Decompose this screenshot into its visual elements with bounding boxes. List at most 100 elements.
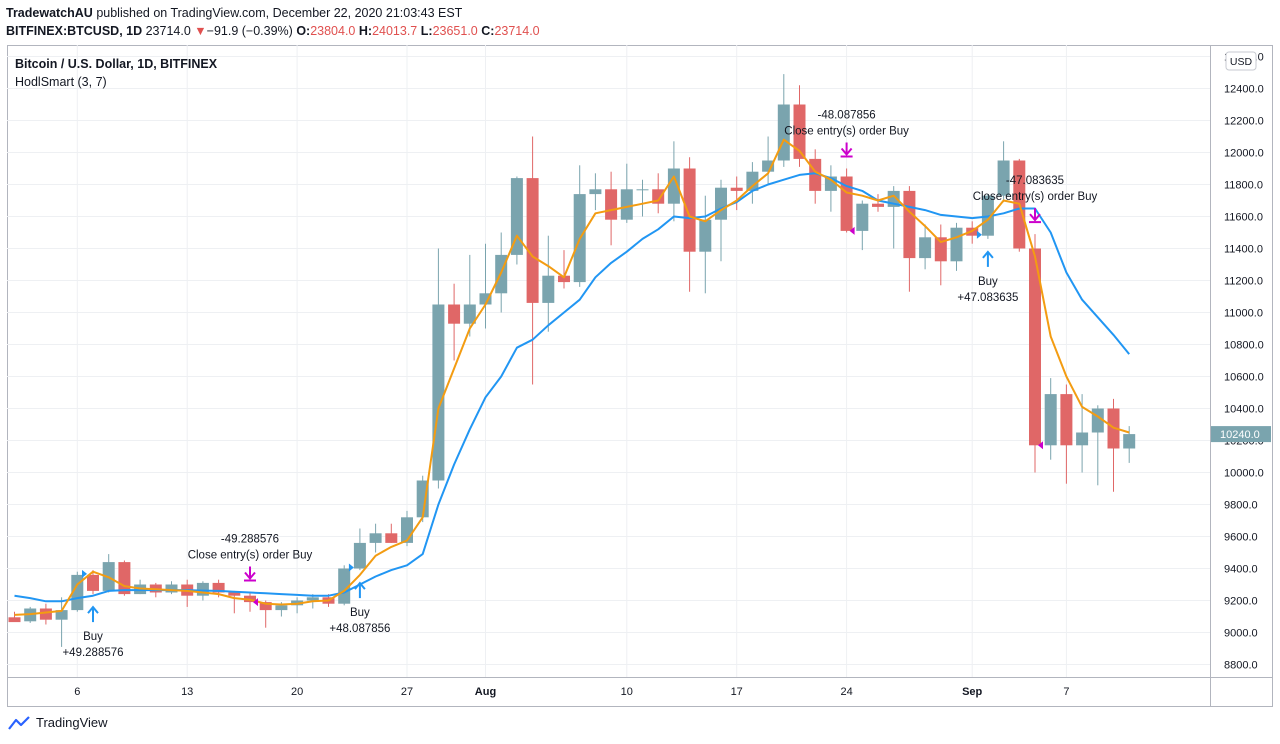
candle-body[interactable]	[683, 168, 696, 252]
candle-body[interactable]	[667, 168, 680, 204]
y-tick-label: 10800.0	[1224, 340, 1264, 352]
candle-body[interactable]	[636, 189, 649, 191]
candle-body[interactable]	[699, 219, 712, 252]
candle-body[interactable]	[448, 304, 461, 324]
price-chart[interactable]: 8800.0 9000.0 9200.0 9400.0 9600.0 9800.0 1000…	[7, 45, 1273, 707]
x-tick-label: 7	[1063, 686, 1069, 698]
last-price-tag	[1211, 426, 1271, 443]
candle-body[interactable]	[275, 605, 288, 611]
signal-label: Buy	[350, 607, 370, 619]
y-tick-label: 10000.0	[1224, 468, 1264, 480]
y-tick-label: 10600.0	[1224, 372, 1264, 384]
candle-body[interactable]	[353, 542, 366, 569]
signal-amount: -48.087856	[817, 110, 875, 122]
candle-body[interactable]	[856, 203, 869, 231]
candle-body[interactable]	[746, 171, 759, 191]
candle-body[interactable]	[432, 304, 445, 481]
candle-body[interactable]	[558, 275, 570, 283]
x-tick-label: 6	[74, 686, 80, 698]
x-tick-label: 13	[181, 686, 193, 698]
candle-body[interactable]	[228, 592, 241, 596]
candle-body[interactable]	[526, 178, 539, 303]
publish-line: TradewatchAU published on TradingView.co…	[6, 6, 462, 20]
exit-marker-icon	[1038, 441, 1043, 450]
close-label: C:	[481, 24, 495, 38]
candle-body[interactable]	[903, 190, 916, 259]
x-tick-label: Aug	[475, 686, 496, 698]
chart-legend: Bitcoin / U.S. Dollar, 1D, BITFINEX Hodl…	[15, 55, 217, 91]
close-arrow-head-icon	[1029, 213, 1041, 222]
candle-body[interactable]	[605, 189, 618, 220]
y-tick-label: 9000.0	[1224, 628, 1258, 640]
candle-body[interactable]	[997, 160, 1010, 196]
signal-label: Close entry(s) order Buy	[784, 126, 909, 138]
slow-ma-line	[14, 172, 1130, 603]
candle-body[interactable]	[385, 533, 398, 543]
chart-area[interactable]: 8800.0 9000.0 9200.0 9400.0 9600.0 9800.0 1000…	[7, 45, 1273, 707]
candle-body[interactable]	[1029, 248, 1041, 446]
candle-body[interactable]	[1076, 432, 1089, 446]
candle-body[interactable]	[369, 533, 382, 543]
currency-button-label[interactable]: USD	[1230, 56, 1253, 68]
y-tick-label: 11600.0	[1224, 212, 1263, 224]
buy-arrow-head-icon	[87, 605, 99, 614]
candle-body[interactable]	[212, 582, 225, 593]
currency-button[interactable]	[1225, 51, 1257, 71]
candle-body[interactable]	[715, 187, 727, 220]
candle-body[interactable]	[919, 237, 932, 259]
x-tick-label: 20	[291, 686, 303, 698]
candle-body[interactable]	[950, 227, 963, 262]
x-tick-label: Sep	[962, 686, 982, 698]
candle-body[interactable]	[1123, 434, 1136, 449]
candle-body[interactable]	[510, 178, 523, 255]
x-tick-label: 27	[401, 686, 413, 698]
signal-label: Close entry(s) order Buy	[188, 550, 313, 562]
y-tick-label: 11400.0	[1224, 244, 1263, 256]
x-tick-label: 24	[840, 686, 852, 698]
candle-body[interactable]	[87, 574, 99, 591]
signal-label: Buy	[83, 631, 103, 643]
low-value: 23651.0	[432, 24, 478, 38]
high-value: 24013.7	[372, 24, 418, 38]
candle-body[interactable]	[620, 189, 633, 220]
candle-body[interactable]	[934, 237, 947, 262]
candle-body[interactable]	[542, 275, 555, 303]
candle-body[interactable]	[762, 160, 775, 172]
candle-body[interactable]	[793, 104, 806, 159]
candle-body[interactable]	[39, 608, 52, 620]
candle-body[interactable]	[730, 187, 743, 191]
candle-body[interactable]	[118, 562, 131, 595]
candle-body[interactable]	[1060, 394, 1073, 446]
candle-body[interactable]	[479, 293, 492, 305]
candle-body[interactable]	[165, 584, 178, 593]
candle-body[interactable]	[71, 574, 84, 611]
entry-marker-icon	[348, 563, 354, 572]
y-tick-label: 12200.0	[1224, 116, 1264, 128]
candle-body[interactable]	[589, 189, 602, 195]
signal-amount: +47.083635	[957, 292, 1018, 304]
candle-body[interactable]	[259, 602, 272, 611]
legend-title: Bitcoin / U.S. Dollar, 1D, BITFINEX	[15, 57, 218, 71]
y-tick-label: 12400.0	[1224, 84, 1264, 96]
legend-indicator[interactable]: HodlSmart (3, 7)	[15, 75, 107, 89]
last-price: 23714.0	[145, 24, 191, 38]
close-value: 23714.0	[494, 24, 540, 38]
signal-label: Buy	[978, 276, 998, 288]
signal-amount: -47.083635	[1006, 175, 1064, 187]
y-tick-label: 10400.0	[1224, 404, 1264, 416]
change-value: −91.9 (−0.39%)	[206, 24, 293, 38]
candle-body[interactable]	[1044, 394, 1057, 446]
candle-body[interactable]	[463, 304, 476, 324]
candle-body[interactable]	[338, 568, 351, 604]
candle-body[interactable]	[8, 617, 21, 623]
exit-marker-icon	[253, 598, 258, 607]
open-value: 23804.0	[310, 24, 356, 38]
last-price-label: 10240.0	[1220, 429, 1260, 441]
signal-amount: -49.288576	[221, 534, 279, 546]
candle-body[interactable]	[306, 597, 319, 601]
candle-body[interactable]	[55, 610, 68, 620]
low-label: L:	[420, 24, 433, 38]
signal-label: Close entry(s) order Buy	[973, 191, 1098, 203]
candle-body[interactable]	[872, 203, 884, 207]
tradingview-logo-icon	[8, 715, 30, 730]
